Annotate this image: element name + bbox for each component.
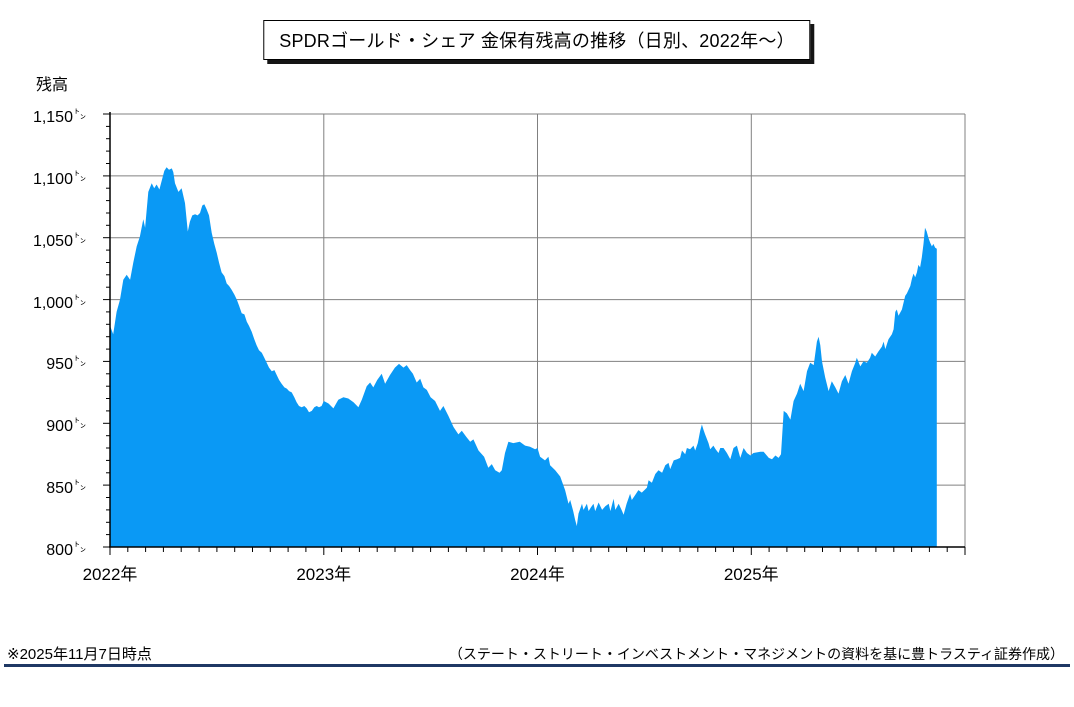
y-axis-tick-label: 900㌧ <box>46 416 86 436</box>
y-axis-labels: 1,150㌧ 1,100㌧ 1,050㌧ 1,000㌧ 950㌧ 900㌧ 850㌧ 800㌧ <box>0 0 86 600</box>
y-axis-tick-label: 1,100㌧ <box>32 168 86 188</box>
x-axis-tick-label: 2024年 <box>510 565 565 584</box>
as-of-date-note: ※2025年11月7日時点 <box>7 646 152 663</box>
x-axis-tick-label: 2022年 <box>82 565 138 584</box>
y-axis-tick-label: 1,050㌧ <box>32 230 86 250</box>
y-axis-tick-label: 850㌧ <box>46 478 86 498</box>
y-axis-tick-label: 800㌧ <box>46 540 86 559</box>
source-note: （ステート・ストリート・インベストメント・マネジメントの資料を基に豊トラスティ証… <box>448 646 1064 662</box>
ton-unit-glyph: ㌧ <box>73 107 86 121</box>
ton-unit-glyph: ㌧ <box>73 540 86 554</box>
chart-title-box: SPDRゴールド・シェア 金保有残高の推移（日別、2022年～） <box>263 20 811 60</box>
gold-holdings-area-series <box>110 167 937 547</box>
ton-unit-glyph: ㌧ <box>73 168 86 183</box>
x-axis-tick-label: 2025年 <box>723 565 779 584</box>
y-axis-title: 残高 <box>36 77 69 94</box>
x-axis-tick-label: 2023年 <box>296 565 352 584</box>
chart-title: SPDRゴールド・シェア 金保有残高の推移（日別、2022年～） <box>279 31 795 51</box>
y-axis-tick-label: 1,000㌧ <box>32 292 86 312</box>
ton-unit-glyph: ㌧ <box>73 230 86 245</box>
ton-unit-glyph: ㌧ <box>73 478 86 493</box>
y-axis-tick-label: 950㌧ <box>46 354 86 374</box>
ton-unit-glyph: ㌧ <box>73 416 86 431</box>
y-axis-tick-label: 1,150㌧ <box>32 107 86 126</box>
ton-unit-glyph: ㌧ <box>73 292 86 307</box>
footer-rule <box>4 664 1070 667</box>
ton-unit-glyph: ㌧ <box>73 354 86 369</box>
